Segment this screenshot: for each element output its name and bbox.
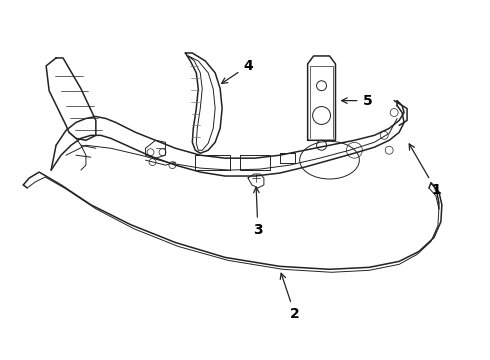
Text: 2: 2: [280, 273, 299, 321]
Text: 4: 4: [221, 59, 253, 84]
Text: 1: 1: [409, 144, 441, 197]
Text: 3: 3: [253, 187, 263, 237]
Text: 5: 5: [342, 94, 372, 108]
